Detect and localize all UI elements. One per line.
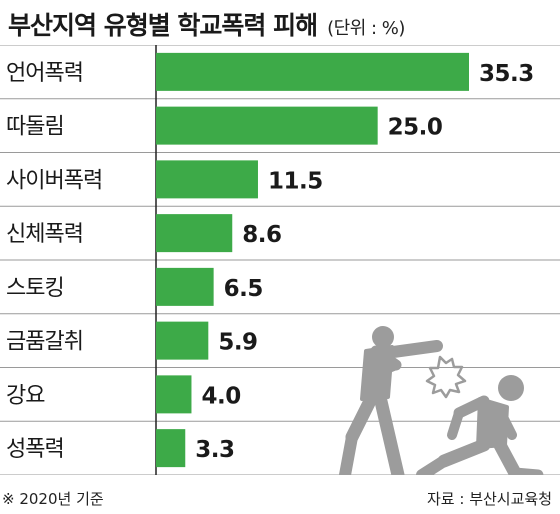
value-labels: 35.3 25.0 11.5 8.6 6.5 5.9 4.0 3.3	[195, 61, 534, 463]
footnote: ※ 2020년 기준	[2, 490, 104, 508]
bar	[156, 429, 186, 468]
value-label: 6.5	[224, 276, 263, 302]
unit-label: (단위 : %)	[327, 18, 405, 39]
bar	[156, 321, 209, 360]
category-label: 신체폭력	[6, 222, 83, 247]
fight-illustration	[339, 326, 544, 475]
attacker-figure	[339, 326, 443, 475]
value-label: 25.0	[388, 115, 443, 141]
bar	[156, 375, 192, 414]
bars	[156, 52, 469, 468]
bar	[156, 267, 214, 306]
category-label: 금품갈취	[6, 330, 83, 355]
category-label: 사이버폭력	[6, 168, 102, 193]
category-label: 성폭력	[6, 437, 64, 462]
value-label: 5.9	[218, 330, 257, 356]
category-label: 스토킹	[6, 276, 64, 301]
value-label: 11.5	[268, 168, 323, 194]
impact-burst-icon	[425, 355, 467, 399]
value-label: 8.6	[242, 222, 281, 248]
chart-header: 부산지역 유형별 학교폭력 피해 (단위 : %)	[8, 6, 405, 40]
category-label: 강요	[6, 383, 45, 408]
victim-figure	[416, 375, 544, 475]
category-label: 언어폭력	[6, 61, 83, 86]
bar	[156, 106, 378, 145]
category-label: 따돌림	[6, 115, 64, 140]
chart-title: 부산지역 유형별 학교폭력 피해	[8, 11, 318, 40]
bar	[156, 52, 469, 91]
bar	[156, 160, 258, 199]
value-label: 3.3	[195, 437, 234, 463]
source-credit: 자료 : 부산시교육청	[427, 490, 552, 508]
value-label: 35.3	[479, 61, 534, 87]
gridlines	[0, 45, 560, 475]
bar	[156, 214, 233, 253]
value-label: 4.0	[201, 383, 240, 409]
